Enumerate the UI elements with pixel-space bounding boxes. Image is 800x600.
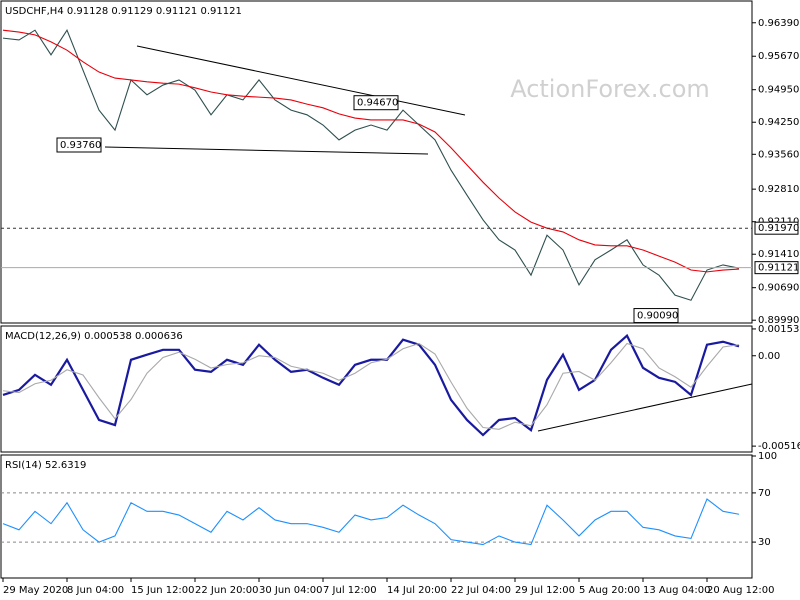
x-tick-label: 20 Aug 12:00 [707, 585, 774, 596]
x-tick-label: 8 Jun 04:00 [67, 585, 124, 596]
y-tick-label: 0.00 [758, 351, 780, 362]
annotation-box [56, 137, 102, 153]
annotation: 0.90090 [637, 311, 678, 322]
price-label: 0.91970 [758, 223, 799, 234]
x-tick-label: 14 Jul 20:00 [387, 585, 447, 596]
x-tick-label: 30 Jun 04:00 [259, 585, 323, 596]
annotation: 0.94670 [357, 98, 398, 109]
y-tick-label: 0.92810 [758, 184, 799, 195]
series-line [2, 29, 740, 301]
annotation-box [633, 308, 679, 324]
y-tick-label: -0.005164 [758, 441, 800, 452]
price-label-box [754, 221, 799, 235]
series-line [2, 498, 740, 546]
x-tick-label: 7 Jul 12:00 [323, 585, 377, 596]
x-tick-label: 13 Aug 04:00 [643, 585, 710, 596]
y-tick-label: 0.95670 [758, 51, 799, 62]
x-tick-label: 29 May 2020 [3, 585, 68, 596]
x-tick-label: 22 Jul 04:00 [451, 585, 511, 596]
series-line [2, 333, 740, 437]
x-tick-label: 22 Jun 20:00 [195, 585, 259, 596]
panel-title: RSI(14) 52.6319 [5, 460, 86, 471]
trend-line [104, 146, 429, 155]
trend-line [136, 45, 466, 116]
x-tick-label: 15 Jun 12:00 [131, 585, 195, 596]
y-tick-label: 0.93560 [758, 149, 799, 160]
trend-lines [104, 45, 753, 432]
y-tick-label: 0.96390 [758, 18, 799, 29]
annotation-box [353, 95, 399, 111]
series-line [2, 342, 740, 430]
y-tick-label: 0.89990 [758, 315, 799, 326]
panel-frame [0, 325, 753, 453]
price-label: 0.91121 [758, 263, 799, 274]
y-tick-label: 30 [758, 537, 771, 548]
annotation: 0.93760 [60, 140, 101, 151]
x-tick-label: 29 Jul 12:00 [515, 585, 575, 596]
y-tick-label: 100 [758, 451, 777, 462]
y-tick-label: 70 [758, 488, 771, 499]
panel-frame [0, 0, 753, 324]
price-label-box [754, 261, 799, 275]
y-tick-label: 0.001532 [758, 324, 800, 335]
panel-title: MACD(12,26,9) 0.000538 0.000636 [5, 331, 183, 342]
y-tick-label: 0.94250 [758, 117, 799, 128]
panel-frame [0, 454, 753, 579]
y-tick-label: 0.94950 [758, 85, 799, 96]
y-tick-label: 0.90690 [758, 283, 799, 294]
trend-line [537, 383, 753, 432]
x-tick-label: 5 Aug 20:00 [579, 585, 640, 596]
watermark: ActionForex.com [510, 75, 710, 103]
series-line [2, 29, 740, 273]
panel-title: USDCHF,H4 0.91128 0.91129 0.91121 0.9112… [5, 6, 242, 17]
y-tick-label: 0.91410 [758, 249, 799, 260]
